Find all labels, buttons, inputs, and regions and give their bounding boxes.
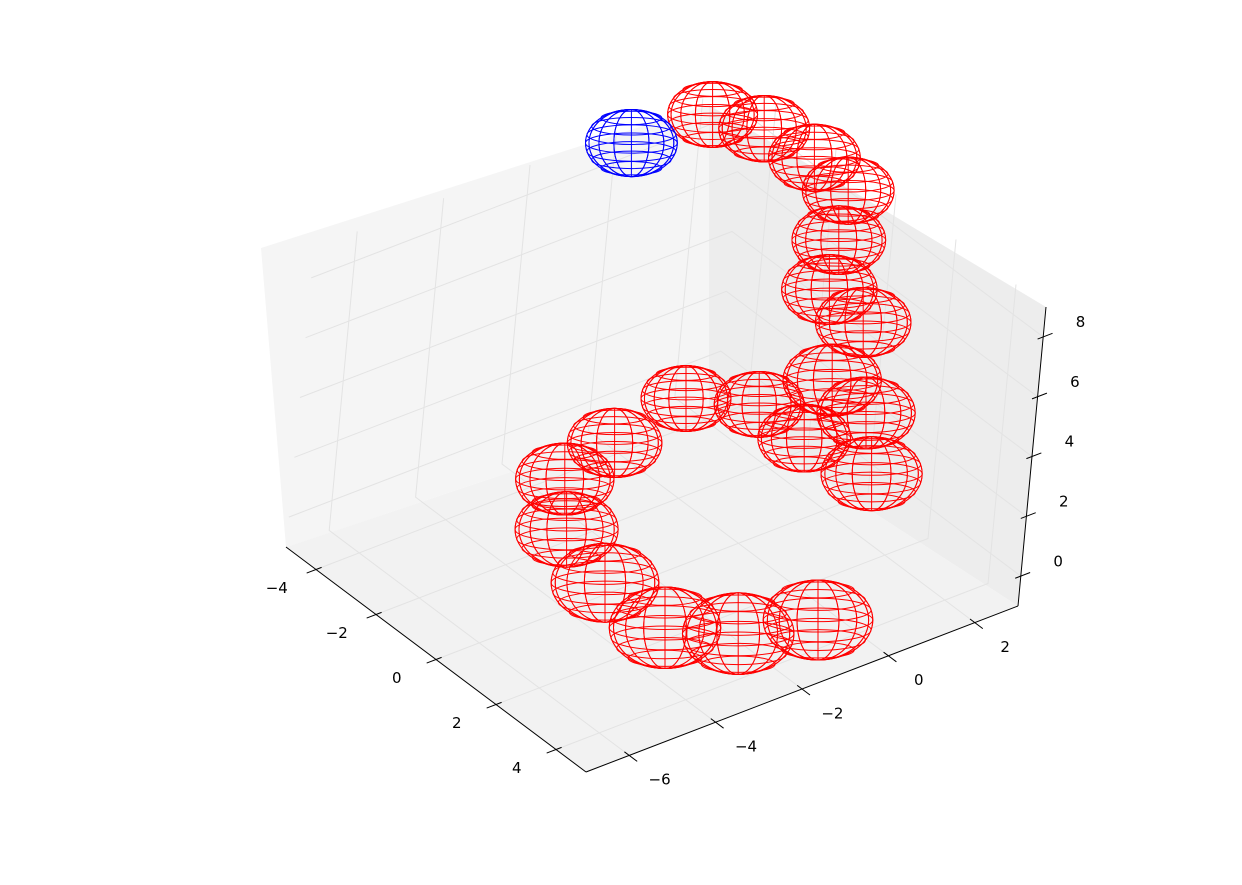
sphere-point: [550, 542, 660, 623]
sphere-meridian: [686, 592, 791, 675]
sphere-meridian: [612, 586, 718, 669]
axes-tick-labels: −4 −2 0 2 4 −6 −4 −2 0 2 0 2 4 6 8: [266, 313, 1086, 789]
z-tick: [1026, 452, 1042, 460]
z-tick-label: 6: [1070, 373, 1080, 391]
sphere-meridian: [588, 108, 675, 178]
x-tick: [426, 656, 442, 664]
sphere-meridian: [786, 343, 879, 417]
sphere-point: [791, 205, 887, 275]
y-tick-label: −2: [821, 704, 843, 722]
y-tick: [710, 718, 724, 729]
sphere-meridian: [518, 491, 615, 568]
sphere-point: [566, 407, 663, 479]
z-tick-label: 8: [1076, 313, 1086, 331]
sphere-meridian: [554, 542, 656, 623]
sphere-point: [814, 286, 912, 358]
y-tick-label: −4: [735, 738, 757, 756]
y-tick-label: 2: [1000, 638, 1010, 656]
y-tick: [796, 685, 811, 696]
sphere-meridian: [820, 376, 912, 450]
x-tick-label: 0: [392, 669, 402, 687]
grid-line-y: [587, 131, 889, 657]
x-tick-label: 2: [452, 714, 462, 732]
z-tick-label: 4: [1065, 433, 1075, 451]
data-points: [514, 81, 923, 675]
y-tick-label: −6: [649, 771, 671, 789]
grid-line-y: [328, 231, 630, 756]
sphere-meridian: [760, 403, 848, 473]
sphere-meridian: [824, 436, 919, 512]
x-tick-label: 4: [512, 759, 522, 777]
sphere-meridian: [818, 286, 908, 358]
sphere-point: [608, 586, 722, 669]
sphere-point: [584, 108, 678, 178]
sphere-point: [782, 343, 882, 417]
grid-line-z: [305, 171, 1038, 398]
z-tick: [1031, 392, 1048, 400]
z-tick: [1015, 572, 1031, 579]
sphere-point: [514, 491, 619, 568]
sphere-meridian: [766, 579, 870, 661]
x-tick: [366, 611, 382, 619]
x-tick: [486, 701, 502, 709]
y-tick-label: 0: [914, 671, 924, 689]
sphere-point: [820, 436, 923, 512]
z-tick-label: 0: [1053, 552, 1063, 570]
sphere-meridian: [771, 123, 858, 192]
x-tick-label: −4: [266, 579, 288, 597]
grid-line-z: [294, 290, 1027, 517]
sphere-meridian: [518, 442, 611, 516]
axes-ticks: [306, 332, 1053, 762]
grid-line-z: [288, 350, 1022, 577]
grid-line-x: [555, 284, 1017, 750]
sphere-point: [681, 592, 795, 675]
grid-line-x: [495, 239, 957, 705]
sphere-point: [762, 579, 874, 661]
y-tick: [624, 751, 638, 762]
sphere-meridian: [795, 205, 883, 275]
sphere-point: [515, 442, 615, 516]
y-tick: [969, 618, 984, 629]
axes-panes: [261, 105, 1046, 772]
z-tick: [1020, 512, 1036, 519]
sphere-point: [718, 94, 811, 163]
x-tick-label: −2: [326, 624, 348, 642]
x-tick: [546, 746, 562, 754]
z-tick: [1037, 332, 1053, 340]
z-tick-label: 2: [1059, 492, 1069, 510]
sphere-point: [713, 371, 805, 438]
sphere-meridian: [670, 81, 755, 148]
x-tick: [306, 566, 322, 574]
y-tick: [883, 651, 897, 663]
grid-line-z: [299, 230, 1033, 457]
sphere-point: [767, 123, 861, 192]
